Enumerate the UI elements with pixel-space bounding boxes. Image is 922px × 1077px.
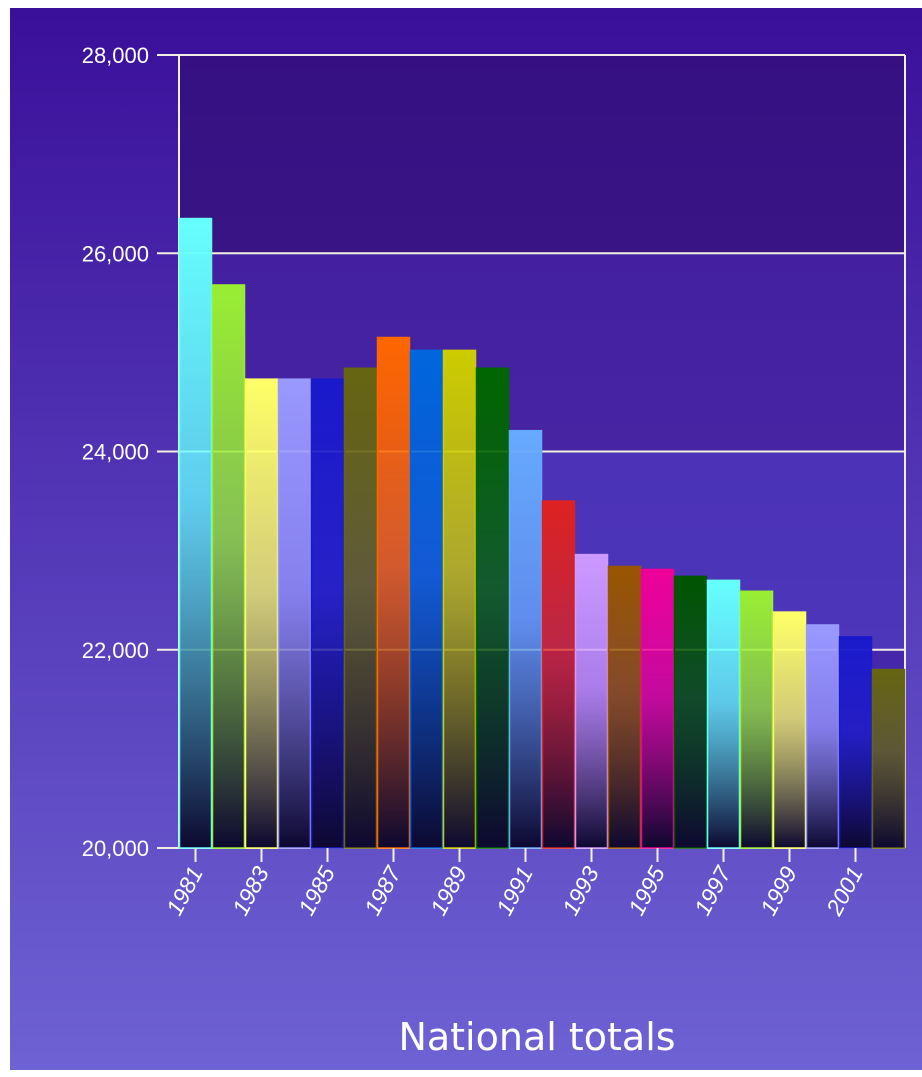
bar-1983 [244, 378, 279, 849]
bar-1985 [310, 378, 345, 849]
bar-1992 [541, 500, 576, 849]
y-tick-label: 24,000 [82, 440, 149, 465]
bar-1994 [607, 565, 642, 849]
bar-1986 [343, 367, 378, 849]
bar-1990 [475, 367, 510, 849]
bar-1993 [574, 553, 609, 849]
bar-1995 [640, 568, 675, 849]
y-tick-label: 28,000 [82, 43, 149, 68]
bar-1987 [376, 336, 411, 849]
plot-band [179, 55, 905, 254]
x-axis-title: National totals [398, 1015, 675, 1059]
bar-1996 [673, 575, 708, 849]
bar-1991 [508, 429, 543, 849]
bar-2000 [805, 624, 840, 849]
bar-1999 [772, 611, 807, 849]
y-tick-label: 20,000 [82, 836, 149, 861]
bar-2002 [871, 668, 906, 849]
bar-1998 [739, 590, 774, 849]
bar-2001 [838, 636, 873, 849]
bar-1984 [277, 378, 312, 849]
bar-1981 [178, 217, 213, 849]
y-tick-label: 22,000 [82, 638, 149, 663]
y-tick-label: 26,000 [82, 241, 149, 266]
bar-1997 [706, 579, 741, 849]
bar-1989 [442, 349, 477, 849]
bar-1988 [409, 349, 444, 849]
bar-1982 [211, 284, 246, 849]
